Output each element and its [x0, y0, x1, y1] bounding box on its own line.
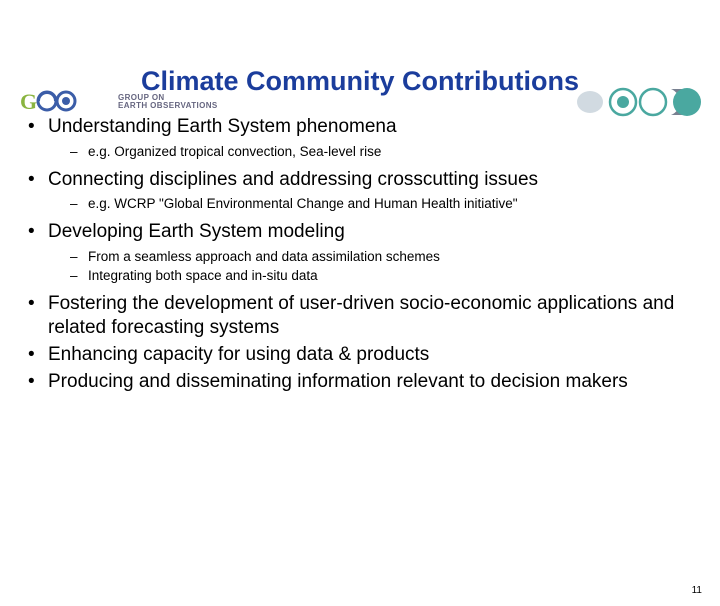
list-item: Enhancing capacity for using data & prod…	[18, 343, 702, 368]
bullet-text: Connecting disciplines and addressing cr…	[48, 169, 538, 190]
sub-item: From a seamless approach and data assimi…	[48, 248, 702, 267]
bullet-list: Understanding Earth System phenomena e.g…	[18, 115, 702, 394]
list-item: Developing Earth System modeling From a …	[18, 220, 702, 285]
slide-body: Understanding Earth System phenomena e.g…	[0, 115, 720, 394]
list-item: Producing and disseminating information …	[18, 370, 702, 395]
geo-logo: G GROUP ON EARTH OBSERVATIONS	[20, 87, 218, 117]
bullet-text: Fostering the development of user-driven…	[48, 293, 674, 339]
list-item: Connecting disciplines and addressing cr…	[18, 168, 702, 215]
geo-logo-text: GROUP ON EARTH OBSERVATIONS	[118, 94, 218, 110]
list-item: Understanding Earth System phenomena e.g…	[18, 115, 702, 162]
sub-item: e.g. WCRP "Global Environmental Change a…	[48, 195, 702, 214]
bullet-text: Producing and disseminating information …	[48, 371, 628, 392]
bullet-text: Enhancing capacity for using data & prod…	[48, 344, 429, 365]
bullet-text: Developing Earth System modeling	[48, 221, 345, 242]
list-item: Fostering the development of user-driven…	[18, 292, 702, 341]
sub-item: Integrating both space and in-situ data	[48, 267, 702, 286]
sub-item: e.g. Organized tropical convection, Sea-…	[48, 143, 702, 162]
logo-line2: EARTH OBSERVATIONS	[118, 102, 218, 110]
geo-logo-mark: G	[20, 87, 106, 117]
page-number: 11	[692, 585, 702, 596]
bullet-text: Understanding Earth System phenomena	[48, 116, 397, 137]
svg-text:G: G	[20, 89, 37, 114]
